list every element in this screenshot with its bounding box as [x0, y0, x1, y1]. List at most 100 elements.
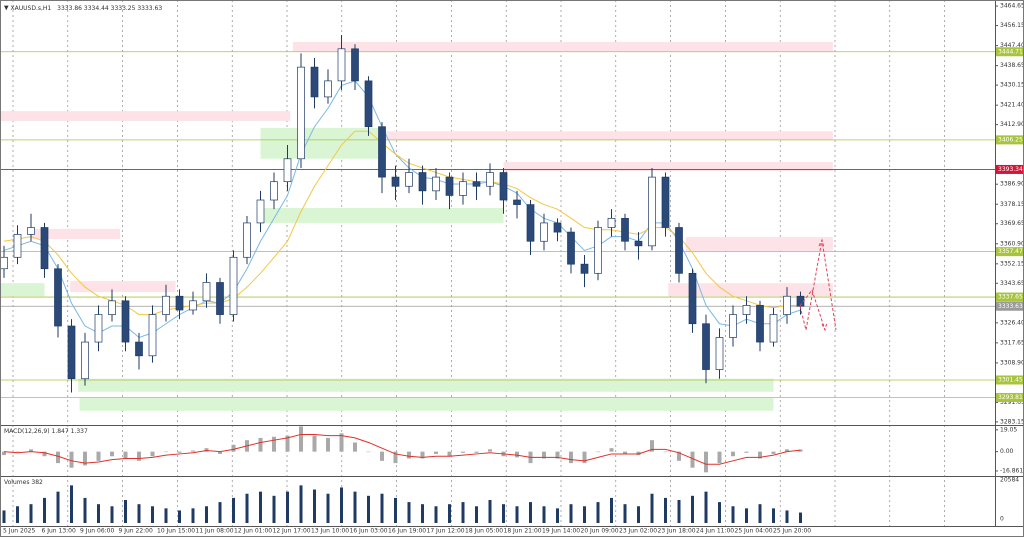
volume-bar	[569, 504, 573, 523]
zone	[685, 237, 833, 251]
price-tick-label: 3352.15	[1000, 260, 1024, 267]
zone	[0, 283, 45, 297]
macd-tick-label: -16.861	[1000, 467, 1023, 474]
zone	[377, 131, 833, 141]
volume-bar	[340, 487, 343, 523]
volume-bar	[596, 502, 600, 523]
candle-body	[391, 176, 400, 187]
level-label-box	[996, 392, 1023, 402]
macd-label: MACD(12,26,9) 1.847 1.337	[4, 428, 88, 435]
price-tick-label: 3412.90	[1000, 121, 1024, 128]
volume-bar	[97, 504, 100, 523]
volume-bar	[421, 504, 424, 523]
volume-bar	[56, 491, 60, 523]
candle-body	[378, 126, 386, 178]
macd-signal-line	[3, 433, 801, 465]
macd-bar	[29, 449, 33, 452]
macd-bar	[393, 451, 398, 464]
candle-body	[648, 176, 656, 247]
chart-header: ▼ XAUUSD.s,H1 3333.86 3334.44 3333.25 33…	[4, 5, 162, 12]
price-tick-label: 3317.65	[1000, 339, 1024, 346]
macd-bar	[555, 451, 560, 459]
candle-body	[567, 231, 575, 265]
macd-bar	[677, 451, 681, 461]
time-label: 23 Jun 18:00	[658, 528, 696, 535]
macd-bar	[731, 451, 735, 457]
time-label: 16 Jun 03:00	[350, 528, 388, 535]
volume-bar	[502, 504, 505, 523]
macd-bar	[353, 442, 357, 452]
volume-bar	[529, 502, 532, 523]
time-label: 25 Jun 04:00	[735, 528, 773, 535]
volume-bar	[448, 504, 451, 523]
volume-bar	[299, 485, 303, 523]
macd-bar	[285, 435, 290, 452]
volume-tick-label: 0	[1000, 516, 1004, 523]
volume-bar	[367, 495, 370, 523]
price-tick-label: 3430.15	[1000, 82, 1024, 89]
candle-body	[351, 48, 359, 82]
candle-body	[229, 256, 238, 315]
candle-body	[499, 172, 508, 201]
symbol: XAUUSD.s,H1	[11, 5, 52, 12]
macd-bar	[596, 451, 600, 453]
macd-signal: 1.337	[71, 428, 88, 435]
macd-bar	[339, 433, 344, 452]
macd-bar	[569, 451, 573, 464]
level-label: 3293.81	[998, 394, 1023, 401]
macd-bar	[636, 451, 641, 456]
time-label: 20 Jun 09:00	[581, 528, 619, 535]
candle-body	[526, 204, 535, 242]
candle-body	[135, 341, 143, 357]
zone	[292, 41, 833, 52]
candle-body	[121, 300, 130, 343]
volume-bar	[218, 502, 222, 523]
time-label: 18 Jun 21:00	[504, 528, 542, 535]
candle-body	[756, 305, 764, 343]
macd-bar	[447, 451, 452, 457]
level-label: 3357.47	[998, 248, 1023, 255]
volume-bar	[70, 485, 73, 523]
macd-bar	[2, 451, 6, 456]
level-label: 3337.65	[998, 294, 1023, 301]
macd-bar	[420, 451, 425, 459]
volume-bar	[637, 506, 640, 523]
volume-bar	[151, 506, 154, 523]
candle-body	[189, 300, 197, 311]
macd-bar	[272, 436, 276, 452]
candle-body	[540, 222, 548, 242]
volume-bar	[556, 508, 559, 523]
macd-bar	[83, 451, 87, 466]
candle-body	[783, 295, 791, 315]
candle-body	[580, 263, 589, 274]
macd-bar	[609, 448, 614, 452]
candle-body	[67, 325, 76, 380]
candle-body	[364, 80, 373, 128]
volume-tick-label: 20584	[1000, 476, 1019, 483]
time-label: 25 Jun 20:00	[773, 528, 811, 535]
candle-body	[108, 300, 116, 315]
volume-bar	[623, 504, 627, 523]
time-label: 17 Jun 12:00	[427, 528, 465, 535]
volume-bar	[232, 497, 235, 523]
level-label-box	[996, 247, 1023, 257]
volume-bar	[731, 506, 735, 523]
volume-bar	[664, 497, 667, 523]
candle-body	[40, 227, 49, 270]
candle-body	[297, 66, 305, 160]
macd-bar	[380, 451, 384, 461]
volume-bar	[650, 493, 654, 523]
macd-name: MACD(12,26,9)	[4, 428, 50, 435]
macd-bar	[312, 435, 317, 452]
zone	[79, 397, 774, 411]
volume-bar	[583, 506, 586, 523]
macd-bar	[407, 451, 411, 459]
level-label-box	[996, 47, 1023, 57]
macd-bar	[218, 451, 222, 454]
candle-body	[661, 176, 670, 228]
macd-bar	[299, 426, 303, 452]
volume-bar	[83, 497, 87, 523]
price-tick-label: 3438.65	[1000, 62, 1024, 69]
macd-tick-label: 0.00	[1000, 448, 1014, 455]
